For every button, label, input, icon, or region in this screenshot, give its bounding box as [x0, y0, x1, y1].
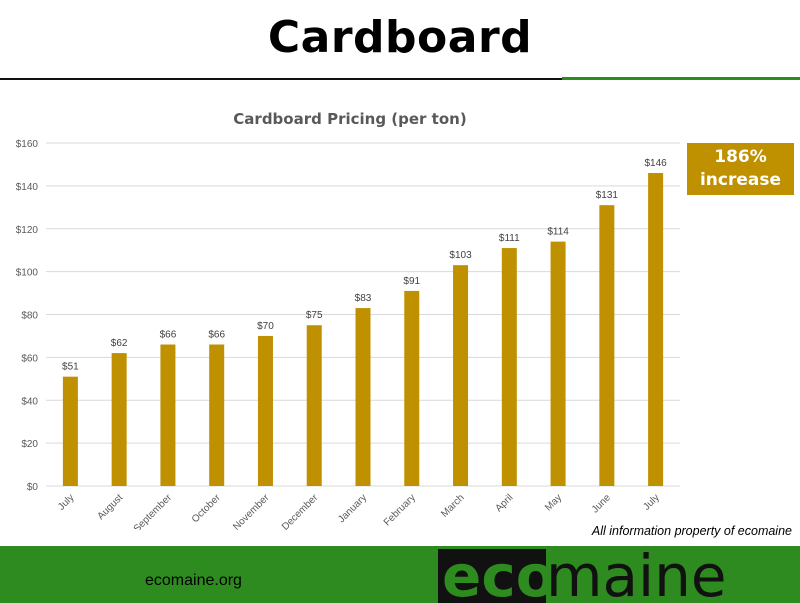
data-label: $114 — [547, 227, 569, 238]
logo-eco: eco — [442, 549, 556, 603]
bar — [160, 344, 176, 486]
callout-text: increase — [699, 170, 782, 190]
x-tick-label: July — [56, 492, 76, 512]
y-tick-label: $0 — [27, 482, 39, 493]
y-tick-label: $100 — [16, 268, 39, 279]
title-rule — [0, 78, 562, 80]
data-label: $131 — [596, 190, 619, 201]
bar — [257, 335, 273, 486]
x-tick-label: August — [95, 492, 125, 522]
data-label: $111 — [499, 233, 520, 244]
footer-band — [0, 546, 800, 603]
y-tick-label: $120 — [16, 225, 39, 236]
x-tick-label: May — [543, 492, 564, 513]
data-label: $91 — [403, 276, 420, 287]
bar — [501, 248, 517, 486]
increase-callout: 186% increase — [687, 143, 794, 195]
x-tick-label: March — [439, 492, 466, 519]
data-label: $146 — [644, 158, 667, 169]
bar — [355, 308, 371, 486]
x-tick-label: July — [641, 492, 661, 512]
credit-note: All information property of ecomaine — [591, 524, 792, 538]
y-tick-label: $60 — [21, 353, 38, 364]
data-label: $66 — [208, 330, 225, 341]
x-tick-label: September — [132, 492, 175, 530]
x-tick-label: January — [336, 492, 369, 525]
bar — [306, 325, 322, 486]
chart-title: Cardboard Pricing (per ton) — [233, 110, 467, 128]
y-tick-label: $140 — [16, 182, 39, 193]
data-label: $103 — [449, 250, 472, 261]
bar — [550, 241, 566, 486]
x-tick-label: November — [231, 492, 272, 530]
bar — [599, 205, 615, 486]
data-label: $62 — [111, 338, 128, 349]
title-rule-accent — [562, 77, 800, 80]
data-label: $66 — [160, 330, 177, 341]
y-tick-label: $20 — [21, 439, 38, 450]
x-tick-label: February — [382, 492, 418, 528]
bar — [453, 265, 469, 486]
y-tick-label: $80 — [21, 311, 38, 322]
data-label: $75 — [306, 310, 323, 321]
bar-chart: $0 $20 $40 $60 $80 $100 $120 $140 $160 $51 July $62… — [16, 139, 680, 530]
logo-maine: maine — [546, 549, 727, 603]
data-label: $51 — [62, 362, 79, 373]
y-tick-label: $40 — [21, 396, 38, 407]
data-label: $70 — [257, 321, 274, 332]
data-label: $83 — [355, 293, 372, 304]
slide-title: Cardboard — [267, 12, 533, 63]
x-tick-label: October — [190, 492, 223, 525]
x-tick-label: December — [280, 492, 321, 530]
bar — [111, 353, 127, 486]
bar — [62, 376, 78, 486]
bar — [209, 344, 225, 486]
ecomaine-logo: eco maine — [438, 549, 740, 603]
y-tick-label: $160 — [16, 139, 39, 150]
callout-percent: 186% — [714, 147, 767, 167]
bar — [404, 290, 420, 486]
x-tick-label: June — [590, 492, 613, 515]
site-url: ecomaine.org — [145, 572, 242, 589]
bar — [648, 173, 664, 486]
x-tick-label: April — [493, 492, 515, 514]
